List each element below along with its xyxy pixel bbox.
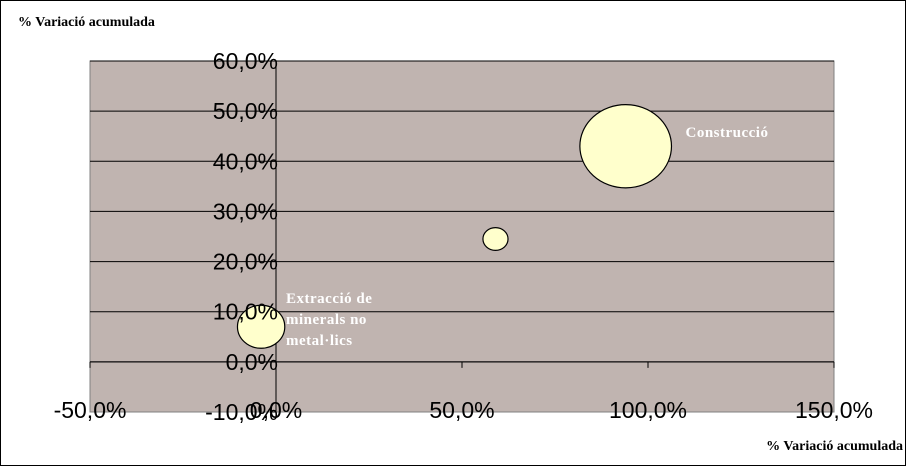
y-tick-label: 60,0% xyxy=(213,48,278,74)
bubble-label: Extracció de minerals no metal·lics xyxy=(286,291,372,349)
y-tick-label: 50,0% xyxy=(213,98,278,124)
bubble-label: Construcció xyxy=(685,125,768,141)
bubble-2 xyxy=(579,104,673,189)
bubble-0 xyxy=(236,304,286,349)
bubbles: Extracció de minerals no metal·lics Constru… xyxy=(236,104,768,349)
x-tick-label: 50,0% xyxy=(429,397,494,423)
y-tick-label: 0,0% xyxy=(226,349,278,375)
y-tick-label: 40,0% xyxy=(213,148,278,174)
tick-labels: -10,0%0,0%10,0%20,0%30,0%40,0%50,0%60,0%… xyxy=(54,48,873,425)
y-tick-label: 10,0% xyxy=(213,299,278,325)
bubble-1 xyxy=(482,227,509,252)
x-tick-label: -50,0% xyxy=(54,397,127,423)
y-tick-label: -10,0% xyxy=(205,399,278,425)
x-tick-label: 0,0% xyxy=(250,397,302,423)
axes xyxy=(89,60,835,413)
y-tick-label: 20,0% xyxy=(213,249,278,275)
y-axis-title: % Variació acumulada xyxy=(18,15,155,30)
y-tick-label: 30,0% xyxy=(213,198,278,224)
x-tick-label: 100,0% xyxy=(609,397,687,423)
plot-area xyxy=(89,60,835,413)
x-axis-title: % Variació acumulada xyxy=(766,439,903,454)
x-tick-label: 150,0% xyxy=(795,397,873,423)
